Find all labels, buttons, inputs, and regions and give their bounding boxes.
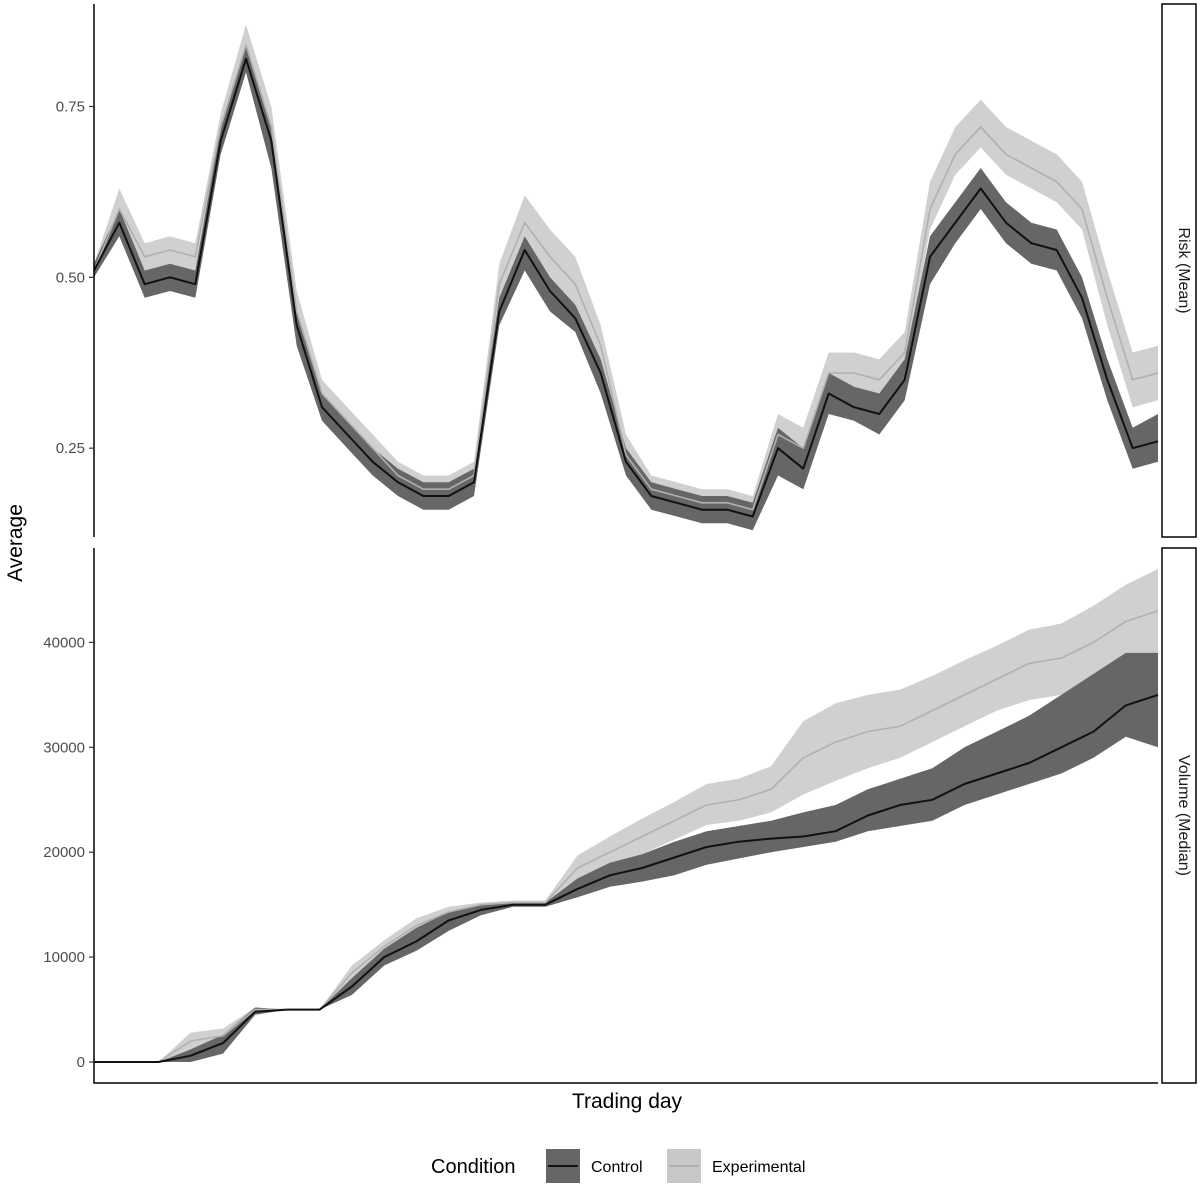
panel-risk-mean: 0.25 0.50 0.75 Risk (Mean): [56, 3, 1197, 538]
legend-title: Condition: [431, 1156, 516, 1178]
volume-y-tick-label: 10000: [43, 949, 85, 966]
volume-band-experimental: [94, 569, 1158, 1062]
risk-y-tick-label: 0.75: [56, 99, 85, 116]
risk-lines: [93, 44, 1159, 518]
volume-y-tick-label: 20000: [43, 844, 85, 861]
x-axis-title: Trading day: [572, 1090, 683, 1113]
risk-y-tick-label: 0.50: [56, 269, 85, 286]
y-axis-title: Average: [4, 504, 27, 582]
strip-volume-label: Volume (Median): [1175, 755, 1192, 876]
volume-y-tick-label: 0: [77, 1054, 85, 1071]
legend-label-control: Control: [591, 1159, 643, 1176]
risk-bands: [94, 24, 1158, 531]
strip-risk-box: [1161, 3, 1197, 538]
panel-volume-median: 0 10000 20000 30000 40000 Volume (Median): [43, 547, 1197, 1084]
volume-axis-lines: [93, 548, 1158, 1084]
volume-y-tick-label: 30000: [43, 739, 85, 756]
risk-line-experimental: [93, 44, 1159, 511]
risk-y-ticks: 0.25 0.50 0.75: [56, 99, 94, 457]
risk-y-tick-label: 0.25: [56, 440, 85, 457]
strip-risk-label: Risk (Mean): [1175, 227, 1192, 313]
risk-line-control: [93, 57, 1159, 518]
strip-volume-box: [1161, 547, 1197, 1084]
volume-lines: [94, 610, 1159, 1063]
volume-y-tick-label: 40000: [43, 634, 85, 651]
volume-bands: [94, 569, 1158, 1062]
legend-label-experimental: Experimental: [712, 1159, 805, 1176]
volume-y-ticks: 0 10000 20000 30000 40000: [43, 634, 94, 1071]
legend: Condition Control Experimental: [431, 1149, 805, 1183]
risk-band-control: [94, 45, 1158, 531]
volume-line-control: [94, 693, 1159, 1063]
volume-line-experimental: [94, 610, 1159, 1063]
